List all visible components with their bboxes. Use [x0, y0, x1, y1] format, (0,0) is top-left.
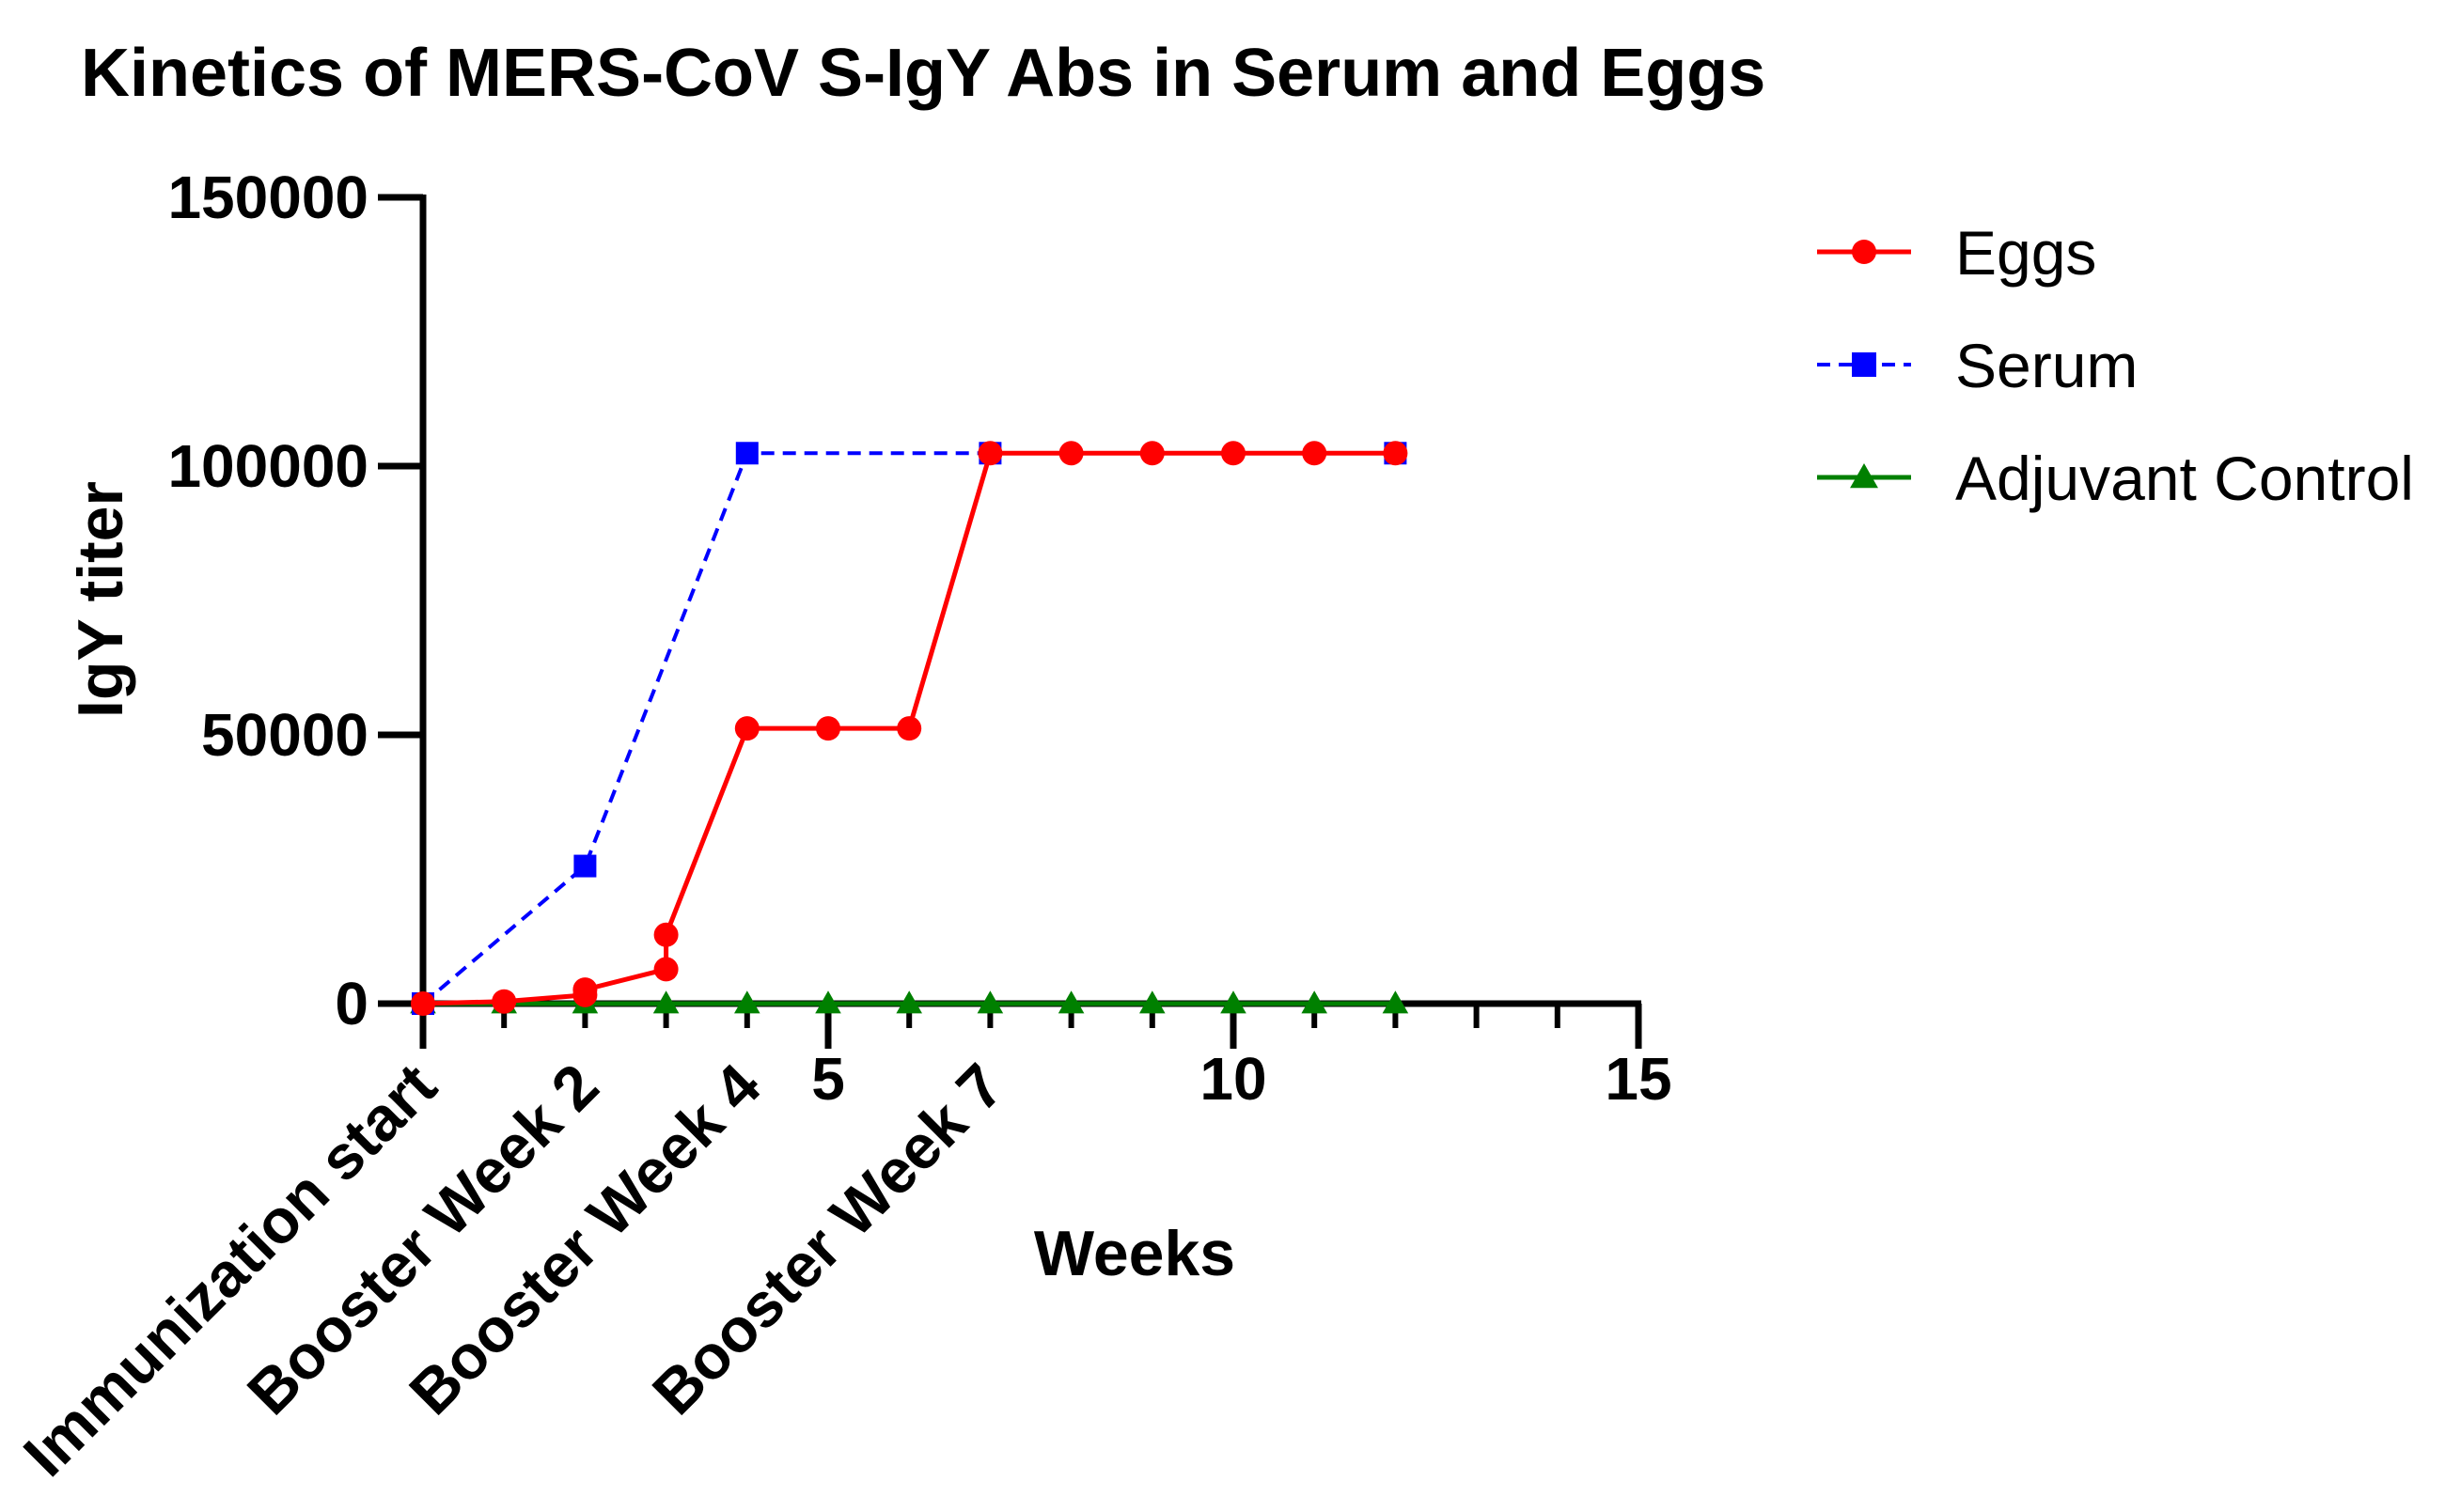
series-2-point-11	[1301, 990, 1327, 1014]
series-0-point-10	[1058, 441, 1084, 466]
series-0-point-7	[816, 716, 840, 741]
series-layer	[410, 441, 1409, 1016]
series-0-point-9	[978, 441, 1003, 466]
series-1-point-1	[573, 854, 597, 878]
x-tick-label-1: 10	[1199, 1045, 1266, 1113]
series-0-point-8	[897, 716, 922, 741]
series-2-point-9	[1139, 990, 1166, 1014]
legend-marker-2	[1850, 463, 1878, 489]
series-1-point-2	[735, 442, 759, 465]
x-tick-label-0: 5	[811, 1045, 845, 1113]
series-0-point-1	[492, 989, 517, 1014]
series-2-point-8	[1058, 990, 1085, 1014]
series-0-point-5	[653, 922, 679, 947]
legend-label-0: Eggs	[1955, 218, 2096, 288]
series-0-point-0	[411, 991, 435, 1016]
x-tick-label-2: 15	[1605, 1045, 1671, 1113]
series-2-point-7	[977, 990, 1004, 1014]
chart-title: Kinetics of MERS-CoV S-IgY Abs in Serum …	[81, 36, 1765, 111]
series-0-point-12	[1221, 441, 1246, 466]
series-0-point-14	[1383, 441, 1408, 466]
y-tick-label-2: 100000	[167, 432, 368, 500]
legend-entry-0: Eggs	[1817, 218, 2096, 288]
legend-entry-2: Adjuvant Control	[1817, 444, 2414, 513]
series-2	[410, 990, 1409, 1014]
series-2-point-3	[652, 990, 680, 1014]
x-axis-label: Weeks	[1034, 1218, 1235, 1289]
y-tick-label-1: 50000	[201, 701, 368, 769]
y-axis-label: IgY titer	[65, 481, 136, 718]
legend-marker-1	[1852, 352, 1876, 377]
legend-entry-1: Serum	[1817, 331, 2138, 400]
series-0-point-3	[572, 977, 598, 1003]
series-2-point-12	[1382, 990, 1409, 1014]
series-0-point-11	[1139, 441, 1165, 466]
legend: Eggs Serum Adjuvant Control	[1817, 218, 2414, 513]
legend-label-2: Adjuvant Control	[1955, 444, 2414, 513]
legend-marker-0	[1852, 240, 1876, 264]
series-2-point-4	[734, 990, 760, 1014]
series-0	[411, 441, 1408, 1016]
legend-label-1: Serum	[1955, 331, 2138, 400]
series-0-point-6	[734, 716, 760, 741]
axes: 0 50000 100000 150000 5 10 15	[167, 164, 1671, 1113]
series-0-point-13	[1302, 441, 1327, 466]
series-2-point-6	[896, 990, 922, 1014]
y-tick-label-3: 150000	[167, 164, 368, 231]
series-2-point-10	[1220, 990, 1246, 1014]
series-0-point-4	[653, 957, 679, 982]
series-2-point-5	[815, 990, 841, 1014]
y-tick-label-0: 0	[335, 970, 368, 1037]
